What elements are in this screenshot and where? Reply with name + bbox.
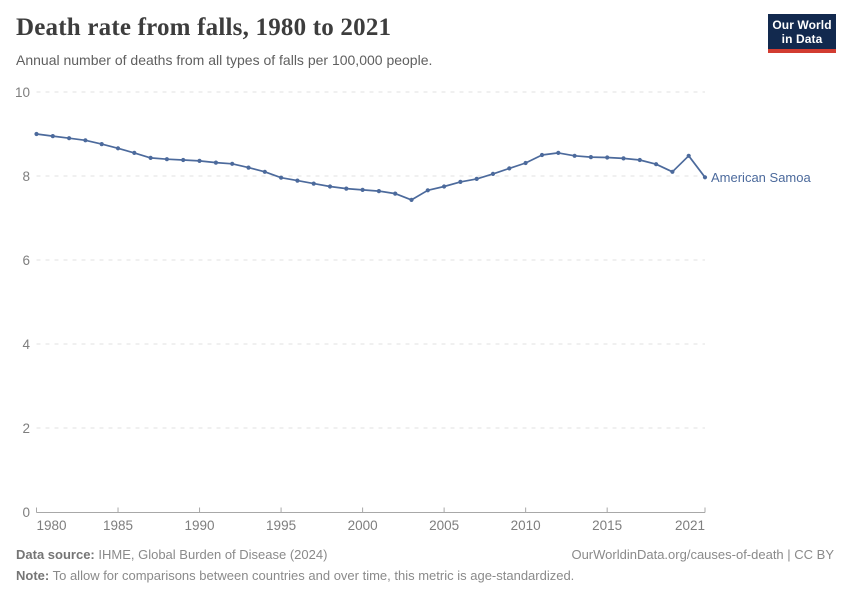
data-point-2020[interactable] <box>686 153 691 158</box>
data-point-2013[interactable] <box>572 153 577 158</box>
y-tick-label-4: 4 <box>22 337 30 352</box>
data-point-2000[interactable] <box>360 187 365 192</box>
data-point-1998[interactable] <box>327 184 333 189</box>
data-point-1997[interactable] <box>311 181 316 186</box>
data-point-1992[interactable] <box>230 161 235 166</box>
x-tick-label-2000: 2000 <box>348 518 378 533</box>
note-value: To allow for comparisons between countri… <box>52 568 575 583</box>
x-tick-label-2005: 2005 <box>429 518 459 533</box>
data-point-2021[interactable] <box>702 175 708 180</box>
data-point-1980[interactable] <box>34 131 39 137</box>
x-tick-label-2010: 2010 <box>511 518 541 533</box>
footer-note-row: Note: To allow for comparisons between c… <box>16 568 834 583</box>
data-point-2001[interactable] <box>376 189 381 194</box>
data-point-1990[interactable] <box>197 158 202 163</box>
owid-logo-line1: Our World <box>772 18 832 32</box>
data-point-1985[interactable] <box>115 146 121 151</box>
data-point-1989[interactable] <box>181 157 186 163</box>
data-point-2004[interactable] <box>425 188 430 193</box>
x-tick-label-1985: 1985 <box>103 518 133 533</box>
owid-logo[interactable]: Our World in Data <box>768 14 836 53</box>
data-point-2017[interactable] <box>637 157 642 163</box>
data-point-1995[interactable] <box>279 175 284 180</box>
y-tick-label-8: 8 <box>22 169 30 184</box>
series-label-american-samoa[interactable]: American Samoa <box>711 170 811 185</box>
data-point-2011[interactable] <box>539 152 545 158</box>
data-point-1984[interactable] <box>99 142 104 147</box>
attribution-link[interactable]: OurWorldinData.org/causes-of-death | CC … <box>571 547 834 562</box>
data-point-2007[interactable] <box>474 176 479 181</box>
data-point-2006[interactable] <box>458 179 463 184</box>
chart-subtitle: Annual number of deaths from all types o… <box>16 52 433 68</box>
data-point-2018[interactable] <box>654 162 659 167</box>
x-tick-label-2015: 2015 <box>592 518 622 533</box>
data-point-1987[interactable] <box>148 155 153 160</box>
data-point-1994[interactable] <box>262 169 267 174</box>
data-point-2014[interactable] <box>588 155 594 160</box>
data-point-2015[interactable] <box>605 155 610 160</box>
data-point-2002[interactable] <box>393 191 398 196</box>
data-point-1993[interactable] <box>246 165 251 170</box>
data-point-2012[interactable] <box>556 150 561 155</box>
data-point-2016[interactable] <box>621 156 626 161</box>
line-chart-canvas: 0 2 4 6 8 10 1980 1985 1990 1995 2000 2005 2010 2015 2… <box>15 85 708 533</box>
note-label: Note: <box>16 568 50 583</box>
data-source-value: IHME, Global Burden of Disease (2024) <box>98 547 328 562</box>
page-title: Death rate from falls, 1980 to 2021 <box>16 14 392 41</box>
data-point-1983[interactable] <box>83 138 88 143</box>
data-point-1996[interactable] <box>295 178 300 183</box>
data-point-2019[interactable] <box>670 169 675 174</box>
x-tick-label-1990: 1990 <box>185 518 215 533</box>
x-tick-label-1980: 1980 <box>37 518 67 533</box>
series-line-american-samoa[interactable] <box>35 133 706 201</box>
x-tick-label-2021: 2021 <box>675 518 705 533</box>
data-point-2005[interactable] <box>442 184 447 189</box>
data-point-1991[interactable] <box>213 160 218 165</box>
data-source-text: Data source: IHME, Global Burden of Dise… <box>16 547 327 562</box>
data-point-1999[interactable] <box>344 186 349 191</box>
y-tick-label-6: 6 <box>22 253 30 268</box>
y-tick-label-2: 2 <box>22 421 30 436</box>
data-point-2003[interactable] <box>409 197 414 202</box>
data-source-label: Data source: <box>16 547 95 562</box>
data-point-1986[interactable] <box>132 150 137 155</box>
data-point-1982[interactable] <box>67 136 72 141</box>
y-tick-label-10: 10 <box>15 85 30 100</box>
data-point-1988[interactable] <box>164 157 169 162</box>
owid-logo-line2: in Data <box>781 32 823 46</box>
footer-source-row: Data source: IHME, Global Burden of Dise… <box>16 547 834 562</box>
data-point-1981[interactable] <box>50 134 55 139</box>
x-tick-label-1995: 1995 <box>266 518 296 533</box>
y-tick-label-0: 0 <box>22 505 30 520</box>
data-point-2008[interactable] <box>490 171 496 176</box>
data-point-2009[interactable] <box>507 166 512 171</box>
data-point-2010[interactable] <box>523 160 528 166</box>
